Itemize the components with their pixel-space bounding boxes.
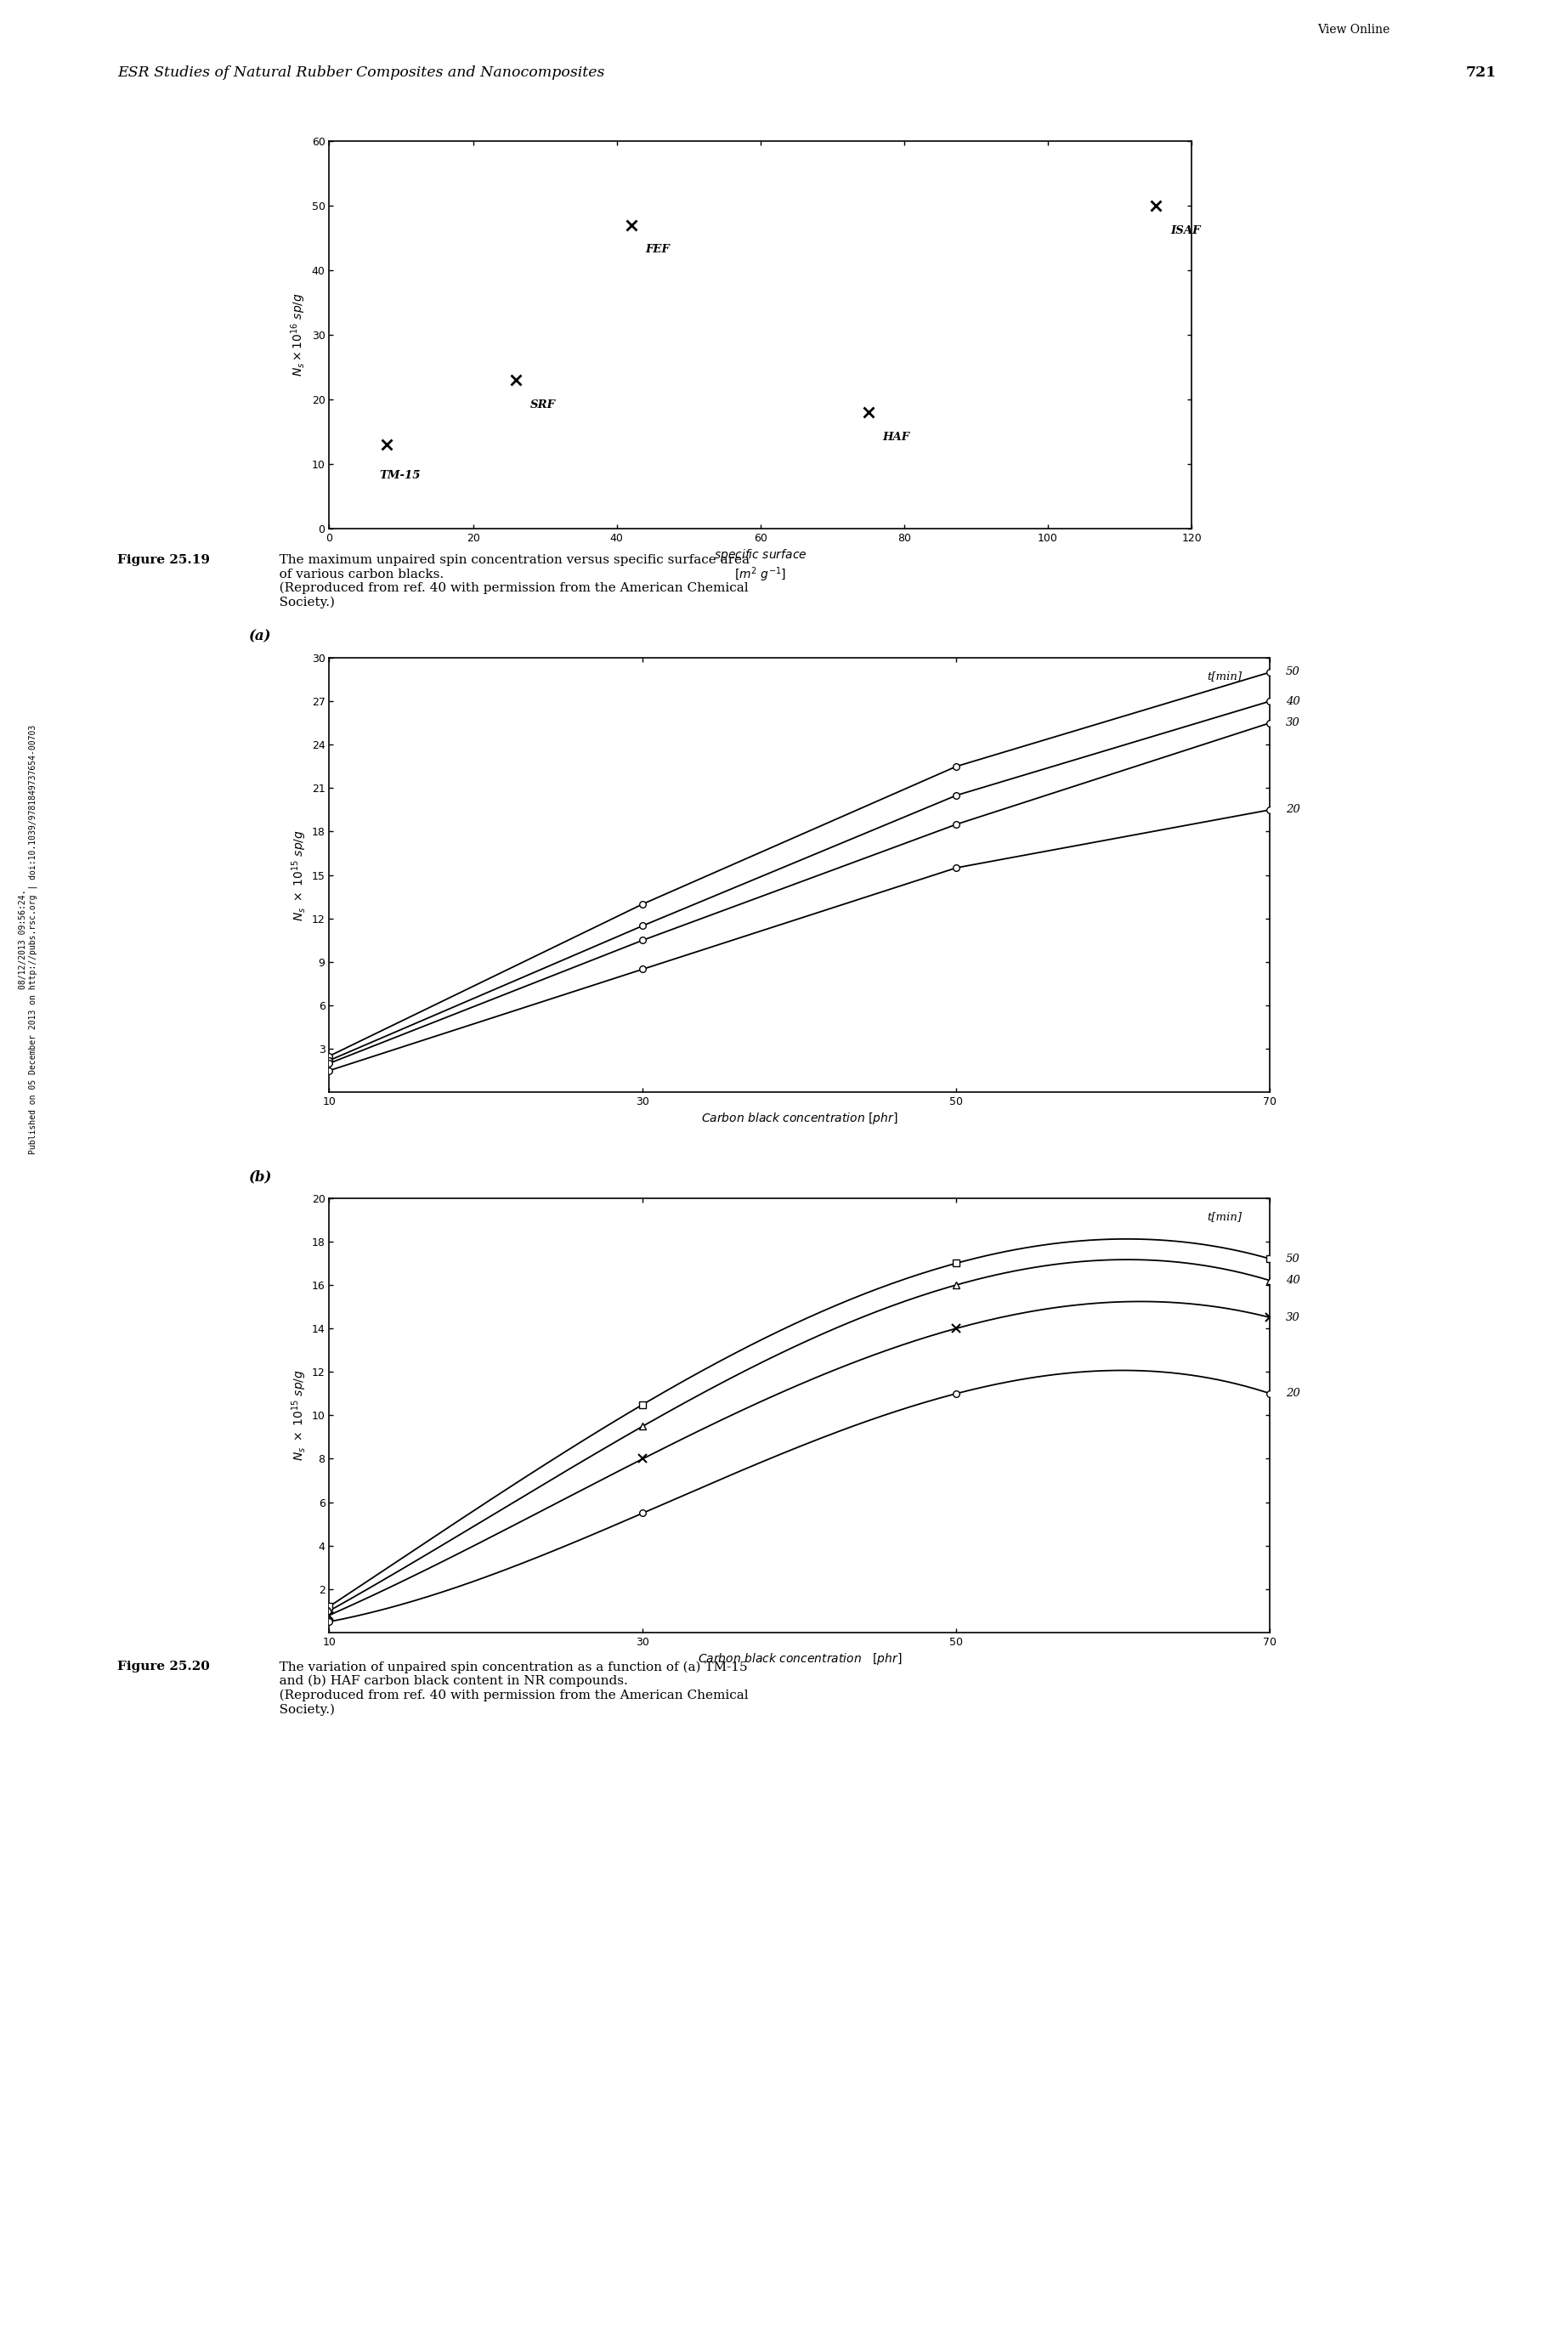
Text: 50: 50 — [1286, 1254, 1300, 1264]
Text: 08/12/2013 09:56:24.
Published on 05 December 2013 on http://pubs.rsc.org | doi:: 08/12/2013 09:56:24. Published on 05 Dec… — [19, 726, 38, 1153]
Text: ISAF: ISAF — [1170, 226, 1200, 235]
Text: Figure 25.19: Figure 25.19 — [118, 554, 210, 566]
Y-axis label: $\mathit{N_s\ \times\ 10^{15}\ sp/g}$: $\mathit{N_s\ \times\ 10^{15}\ sp/g}$ — [290, 1369, 309, 1461]
Text: 40: 40 — [1286, 1276, 1300, 1287]
Text: (b): (b) — [249, 1170, 273, 1184]
Text: 30: 30 — [1286, 1313, 1300, 1322]
Text: 50: 50 — [1286, 667, 1300, 679]
Text: ESR Studies of Natural Rubber Composites and Nanocomposites: ESR Studies of Natural Rubber Composites… — [118, 66, 605, 80]
Text: 40: 40 — [1286, 695, 1300, 707]
X-axis label: $\mathit{Carbon\ black\ concentration\ [phr]}$: $\mathit{Carbon\ black\ concentration\ [… — [701, 1111, 898, 1125]
Text: TM-15: TM-15 — [379, 470, 420, 482]
Text: 20: 20 — [1286, 803, 1300, 815]
X-axis label: $\mathit{Carbon\ black\ concentration}$$\quad\mathit{[phr]}$: $\mathit{Carbon\ black\ concentration}$$… — [698, 1651, 902, 1665]
X-axis label: $\mathit{specific\ surface}$
$\mathit{[m^2\ g^{-1}]}$: $\mathit{specific\ surface}$ $\mathit{[m… — [713, 547, 808, 583]
Text: FEF: FEF — [646, 244, 670, 256]
Text: The variation of unpaired spin concentration as a function of (a) TM-15
   and (: The variation of unpaired spin concentra… — [267, 1661, 748, 1715]
Text: 20: 20 — [1286, 1388, 1300, 1400]
Text: View Online: View Online — [1317, 23, 1389, 35]
Text: Figure 25.20: Figure 25.20 — [118, 1661, 210, 1672]
Text: t[min]: t[min] — [1207, 672, 1242, 681]
Text: (a): (a) — [249, 630, 271, 644]
Text: 721: 721 — [1466, 66, 1497, 80]
Text: SRF: SRF — [530, 399, 557, 411]
Text: 30: 30 — [1286, 716, 1300, 728]
Text: The maximum unpaired spin concentration versus specific surface area
   of vario: The maximum unpaired spin concentration … — [267, 554, 750, 608]
Y-axis label: $\mathit{N_s \times 10^{16}\ sp/g}$: $\mathit{N_s \times 10^{16}\ sp/g}$ — [290, 294, 307, 376]
Y-axis label: $\mathit{N_s\ \times\ 10^{15}\ sp/g}$: $\mathit{N_s\ \times\ 10^{15}\ sp/g}$ — [290, 829, 309, 921]
Text: t[min]: t[min] — [1207, 1212, 1242, 1221]
Text: HAF: HAF — [883, 432, 909, 442]
